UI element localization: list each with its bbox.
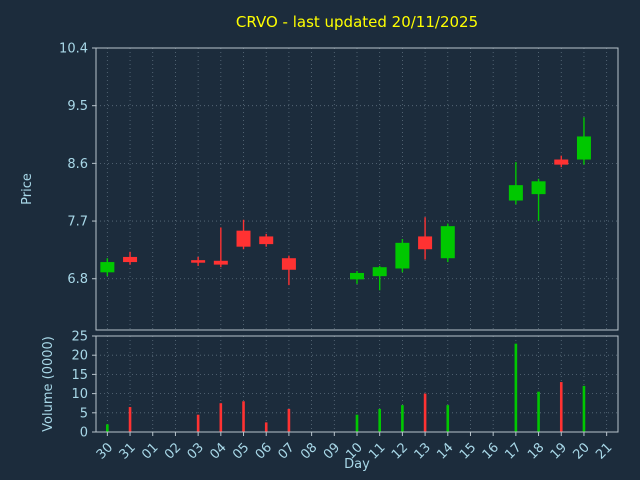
x-tick-label: 08 — [298, 440, 320, 462]
volume-tick-label: 5 — [80, 406, 88, 421]
x-tick-label: 04 — [207, 440, 229, 462]
x-tick-label: 13 — [412, 440, 434, 462]
price-tick-label: 6.8 — [67, 272, 88, 287]
data-layer — [100, 117, 591, 432]
volume-tick-label: 10 — [71, 387, 88, 402]
candle-body-20 — [576, 136, 591, 160]
volume-bar-14 — [446, 405, 450, 432]
axes-layer: 30 31 01 02 03 04 05 06 07 08 09 10 11 12 13 14 15 16 17 18… — [59, 42, 619, 463]
candle-body-18 — [531, 181, 546, 195]
x-tick-label: 06 — [253, 440, 275, 462]
x-tick-label: 12 — [389, 440, 411, 462]
price-tick-label: 8.6 — [67, 157, 88, 172]
volume-bar-07 — [287, 408, 291, 432]
volume-bar-30 — [106, 424, 109, 432]
volume-bar-13 — [423, 393, 427, 432]
x-tick-label: 03 — [185, 440, 207, 462]
candle-body-10 — [350, 272, 364, 280]
candle-body-12 — [395, 242, 410, 269]
price-axes-frame — [95, 47, 619, 331]
volume-bar-31 — [128, 407, 132, 432]
volume-bar-17 — [514, 343, 518, 432]
candle-body-05 — [236, 230, 251, 247]
volume-axis-label: Volume (0000) — [41, 336, 56, 432]
candle-body-13 — [418, 236, 433, 250]
volume-bar-03 — [196, 414, 200, 432]
x-tick-label: 07 — [275, 440, 297, 462]
candle-body-11 — [372, 267, 387, 277]
x-tick-label: 19 — [548, 440, 570, 462]
volume-bar-19 — [559, 382, 563, 432]
volume-bar-11 — [378, 408, 381, 432]
volume-bar-04 — [219, 403, 223, 432]
x-tick-label: 09 — [321, 440, 343, 462]
x-tick-label: 31 — [117, 440, 139, 462]
volume-tick-label: 20 — [71, 349, 88, 364]
x-tick-label: 16 — [480, 440, 502, 462]
x-tick-label: 02 — [162, 440, 184, 462]
price-tick-label: 10.4 — [59, 42, 88, 57]
candle-body-06 — [259, 236, 274, 245]
x-tick-label: 14 — [434, 440, 456, 462]
volume-axes-frame — [95, 335, 619, 433]
price-axis-label: Price — [20, 173, 35, 205]
candle-body-31 — [123, 256, 138, 263]
candle-body-30 — [100, 262, 115, 273]
x-tick-label: 21 — [593, 440, 615, 462]
x-tick-label: 01 — [139, 440, 161, 462]
candle-body-14 — [440, 226, 455, 259]
volume-bar-10 — [355, 414, 359, 432]
candle-body-07 — [281, 258, 296, 270]
volume-bar-18 — [537, 391, 540, 432]
x-tick-label: 18 — [525, 440, 547, 462]
candle-body-19 — [554, 159, 569, 165]
x-tick-label: 20 — [570, 440, 592, 462]
grid-layer — [96, 47, 618, 433]
volume-tick-label: 25 — [71, 330, 88, 345]
x-tick-label: 17 — [502, 440, 524, 462]
price-tick-label: 7.7 — [67, 215, 88, 230]
x-tick-label: 15 — [457, 440, 479, 462]
candle-body-03 — [191, 260, 206, 263]
volume-tick-label: 0 — [80, 426, 88, 441]
volume-bar-05 — [242, 401, 245, 432]
volume-bar-06 — [264, 422, 268, 432]
candle-body-17 — [508, 185, 523, 201]
price-tick-label: 9.5 — [67, 99, 88, 114]
volume-bar-20 — [582, 385, 586, 432]
volume-bar-12 — [401, 405, 404, 432]
x-axis-label: Day — [344, 457, 370, 472]
x-tick-label: 05 — [230, 440, 252, 462]
candle-body-04 — [213, 260, 228, 265]
x-tick-label: 30 — [94, 440, 116, 462]
volume-tick-label: 15 — [71, 368, 88, 383]
chart-title: CRVO - last updated 20/11/2025 — [236, 13, 478, 31]
